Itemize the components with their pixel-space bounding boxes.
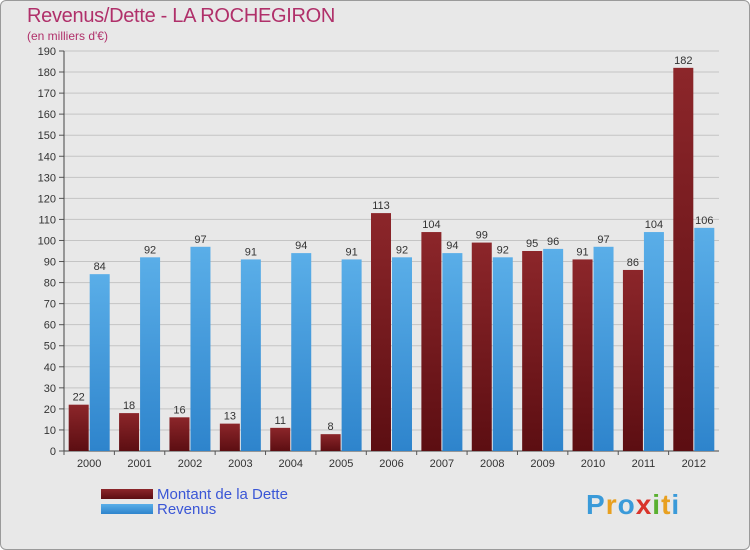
y-tick-label: 30	[44, 383, 56, 395]
legend-label-revenus: Revenus	[157, 501, 217, 518]
y-tick-label: 130	[38, 172, 56, 184]
y-tick-label: 100	[38, 235, 56, 247]
data-label-revenus: 91	[345, 246, 357, 258]
data-label-debt: 11	[275, 415, 286, 427]
data-label-debt: 113	[372, 200, 390, 212]
data-label-revenus: 94	[295, 240, 307, 252]
x-tick-label: 2006	[379, 458, 403, 470]
bar-revenus	[140, 257, 161, 451]
bar-revenus	[694, 227, 715, 451]
x-tick-label: 2008	[480, 458, 504, 470]
x-tick-label: 2009	[530, 458, 554, 470]
bar-debt	[673, 67, 694, 451]
x-tick-label: 2003	[228, 458, 252, 470]
bar-debt	[572, 259, 593, 451]
bar-revenus	[593, 246, 614, 451]
bar-revenus	[543, 248, 564, 451]
x-tick-label: 2001	[127, 458, 151, 470]
y-tick-label: 80	[44, 278, 56, 290]
bar-revenus	[392, 257, 412, 451]
x-tick-label: 2005	[329, 458, 353, 470]
data-label-debt: 13	[224, 411, 236, 423]
x-tick-label: 2004	[278, 458, 302, 470]
data-label-debt: 91	[576, 246, 588, 258]
data-label-revenus: 92	[497, 244, 509, 256]
y-tick-label: 50	[44, 341, 56, 353]
data-label-revenus: 106	[695, 215, 713, 227]
bar-debt	[219, 423, 240, 451]
bar-debt	[270, 427, 291, 451]
x-tick-label: 2007	[430, 458, 454, 470]
data-label-revenus: 97	[194, 234, 206, 246]
bar-debt	[421, 232, 442, 451]
bar-revenus	[643, 232, 664, 451]
y-tick-label: 70	[44, 299, 56, 311]
y-tick-label: 90	[44, 257, 56, 269]
y-tick-label: 0	[50, 446, 56, 458]
y-tick-label: 60	[44, 320, 56, 332]
chart-title: Revenus/Dette - LA ROCHEGIRON	[27, 5, 336, 27]
bar-debt	[371, 213, 391, 451]
data-label-debt: 182	[674, 55, 692, 67]
bar-revenus	[89, 274, 110, 451]
y-tick-label: 110	[38, 214, 56, 226]
data-label-revenus: 92	[144, 244, 156, 256]
bar-debt	[119, 413, 140, 451]
bar-debt	[471, 242, 492, 451]
bar-revenus	[240, 259, 261, 451]
bar-revenus	[291, 253, 312, 451]
y-tick-label: 160	[38, 109, 56, 121]
data-label-revenus: 104	[645, 219, 663, 231]
data-label-revenus: 94	[446, 240, 458, 252]
data-label-debt: 16	[173, 404, 185, 416]
plot-area	[64, 51, 719, 451]
data-label-debt: 86	[627, 257, 639, 269]
proxiti-logo: Proxiti	[586, 489, 681, 520]
y-tick-label: 120	[38, 193, 56, 205]
y-tick-label: 170	[38, 88, 56, 100]
bar-debt	[169, 417, 190, 451]
y-tick-label: 10	[44, 425, 56, 437]
bar-debt	[68, 404, 89, 451]
y-tick-label: 180	[38, 67, 56, 79]
data-label-debt: 18	[123, 400, 135, 412]
data-label-revenus: 97	[597, 234, 609, 246]
data-label-debt: 99	[476, 230, 488, 242]
data-label-revenus: 96	[547, 236, 559, 248]
data-label-debt: 95	[526, 238, 538, 250]
legend-swatch-debt	[101, 489, 153, 499]
y-tick-label: 150	[38, 130, 56, 142]
data-label-debt: 22	[73, 392, 85, 404]
legend-label-debt: Montant de la Dette	[157, 486, 288, 503]
bar-revenus	[442, 253, 463, 451]
bar-revenus	[492, 257, 513, 451]
bar-debt	[622, 269, 643, 451]
y-tick-label: 40	[44, 362, 56, 374]
x-tick-label: 2012	[682, 458, 706, 470]
y-tick-label: 20	[44, 404, 56, 416]
chart-subtitle: (en milliers d'€)	[27, 29, 108, 43]
data-label-debt: 104	[422, 219, 440, 231]
x-tick-label: 2000	[77, 458, 101, 470]
y-tick-label: 190	[38, 46, 56, 58]
bar-debt	[522, 251, 543, 451]
data-label-revenus: 84	[94, 261, 106, 273]
x-tick-label: 2010	[581, 458, 605, 470]
bar-debt	[320, 434, 341, 451]
data-label-revenus: 92	[396, 244, 408, 256]
x-tick-label: 2011	[632, 458, 656, 470]
data-label-revenus: 91	[245, 246, 257, 258]
y-tick-label: 140	[38, 151, 56, 163]
bar-revenus	[341, 259, 362, 451]
legend-swatch-revenus	[101, 504, 153, 514]
bar-revenus	[190, 246, 211, 451]
data-label-debt: 8	[328, 421, 334, 433]
x-tick-label: 2002	[178, 458, 202, 470]
